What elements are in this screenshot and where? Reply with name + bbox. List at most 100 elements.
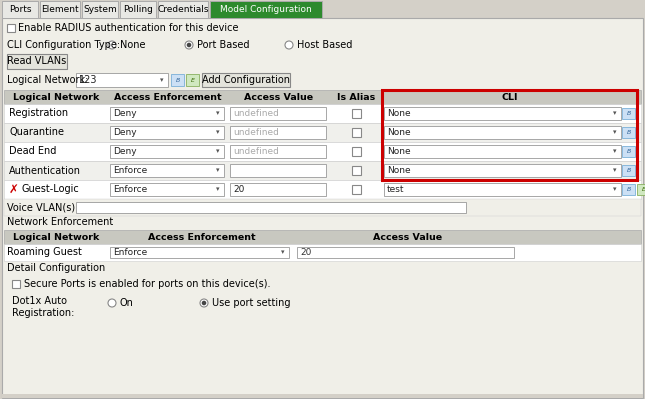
Bar	[637, 184, 645, 195]
Bar	[110, 247, 289, 258]
Text: Voice VLAN(s): Voice VLAN(s)	[7, 202, 75, 212]
Bar	[4, 123, 641, 142]
Text: Detail Configuration: Detail Configuration	[7, 263, 105, 273]
Text: 20: 20	[233, 185, 244, 194]
Text: Ports: Ports	[9, 5, 31, 14]
Circle shape	[108, 299, 116, 307]
Bar	[230, 145, 326, 158]
Circle shape	[186, 43, 192, 47]
Bar	[110, 164, 224, 177]
Bar	[202, 73, 290, 87]
Text: ▾: ▾	[613, 186, 617, 192]
Text: ▾: ▾	[281, 249, 284, 255]
Text: ▾: ▾	[216, 168, 220, 174]
Text: Port Based: Port Based	[197, 40, 250, 50]
Text: B: B	[626, 111, 631, 116]
Text: Read VLANs: Read VLANs	[7, 57, 66, 67]
Circle shape	[108, 41, 116, 49]
Bar	[384, 164, 621, 177]
Text: ▾: ▾	[216, 148, 220, 154]
Text: ▾: ▾	[613, 148, 617, 154]
Circle shape	[285, 41, 293, 49]
Text: Model Configuration: Model Configuration	[220, 5, 312, 14]
Bar	[384, 126, 621, 139]
Bar	[4, 161, 641, 180]
Text: ▾: ▾	[613, 168, 617, 174]
Text: Enforce: Enforce	[113, 248, 147, 257]
Text: undefined: undefined	[233, 109, 279, 118]
Text: B: B	[626, 149, 631, 154]
Bar	[230, 126, 326, 139]
Text: None: None	[387, 166, 411, 175]
Bar	[352, 147, 361, 156]
Text: Secure Ports is enabled for ports on this device(s).: Secure Ports is enabled for ports on thi…	[24, 279, 270, 289]
Text: Is Alias: Is Alias	[337, 93, 375, 101]
Bar	[2, 1, 38, 18]
Bar	[4, 244, 641, 261]
Text: Use port setting: Use port setting	[212, 298, 290, 308]
Text: Authentication: Authentication	[9, 166, 81, 176]
Text: None: None	[387, 109, 411, 118]
Bar	[76, 202, 466, 213]
Bar	[4, 199, 641, 216]
Bar	[622, 165, 635, 176]
Bar	[110, 145, 224, 158]
Text: 20: 20	[300, 248, 312, 257]
Text: ▾: ▾	[216, 111, 220, 117]
Bar	[82, 1, 118, 18]
Bar	[384, 107, 621, 120]
Circle shape	[200, 299, 208, 307]
Bar	[230, 164, 326, 177]
Text: ✗: ✗	[9, 183, 19, 196]
Text: Logical Network:: Logical Network:	[7, 75, 88, 85]
Text: Logical Network: Logical Network	[13, 93, 99, 101]
Text: System: System	[83, 5, 117, 14]
Text: None: None	[387, 147, 411, 156]
Text: Network Enforcement: Network Enforcement	[7, 217, 114, 227]
Bar	[4, 180, 641, 199]
Bar	[230, 183, 326, 196]
Bar	[622, 184, 635, 195]
Text: B: B	[626, 187, 631, 192]
Text: CLI: CLI	[501, 93, 518, 101]
Text: Polling: Polling	[123, 5, 153, 14]
Text: Logical Network: Logical Network	[13, 233, 99, 241]
Text: Enforce: Enforce	[113, 166, 147, 175]
Text: E: E	[190, 77, 195, 83]
Bar	[4, 90, 641, 104]
Text: Registration: Registration	[9, 109, 68, 119]
Bar	[76, 73, 168, 87]
Text: ▾: ▾	[216, 130, 220, 136]
Bar	[40, 1, 80, 18]
Text: On: On	[120, 298, 134, 308]
Text: 123: 123	[79, 75, 97, 85]
Text: Guest-Logic: Guest-Logic	[22, 184, 80, 194]
Bar	[120, 1, 156, 18]
Bar	[4, 230, 641, 244]
Text: Dead End: Dead End	[9, 146, 56, 156]
Text: Deny: Deny	[113, 109, 137, 118]
Bar	[12, 280, 20, 288]
Text: Access Enforcement: Access Enforcement	[114, 93, 222, 101]
Bar	[4, 104, 641, 123]
Text: Enable RADIUS authentication for this device: Enable RADIUS authentication for this de…	[18, 23, 239, 33]
Text: Access Enforcement: Access Enforcement	[148, 233, 255, 241]
Bar	[382, 90, 637, 180]
Bar	[110, 107, 224, 120]
Bar	[384, 145, 621, 158]
Text: Deny: Deny	[113, 147, 137, 156]
Bar	[622, 146, 635, 157]
Bar	[297, 247, 514, 258]
Text: None: None	[120, 40, 146, 50]
Text: CLI Configuration Type:: CLI Configuration Type:	[7, 40, 120, 50]
Circle shape	[202, 301, 206, 305]
Bar	[352, 128, 361, 137]
Text: test: test	[387, 185, 404, 194]
Text: ▾: ▾	[613, 111, 617, 117]
Text: ▾: ▾	[160, 77, 164, 83]
Text: Host Based: Host Based	[297, 40, 352, 50]
Text: Access Value: Access Value	[373, 233, 442, 241]
Text: ▾: ▾	[613, 130, 617, 136]
Text: Roaming Guest: Roaming Guest	[7, 247, 82, 257]
Circle shape	[185, 41, 193, 49]
